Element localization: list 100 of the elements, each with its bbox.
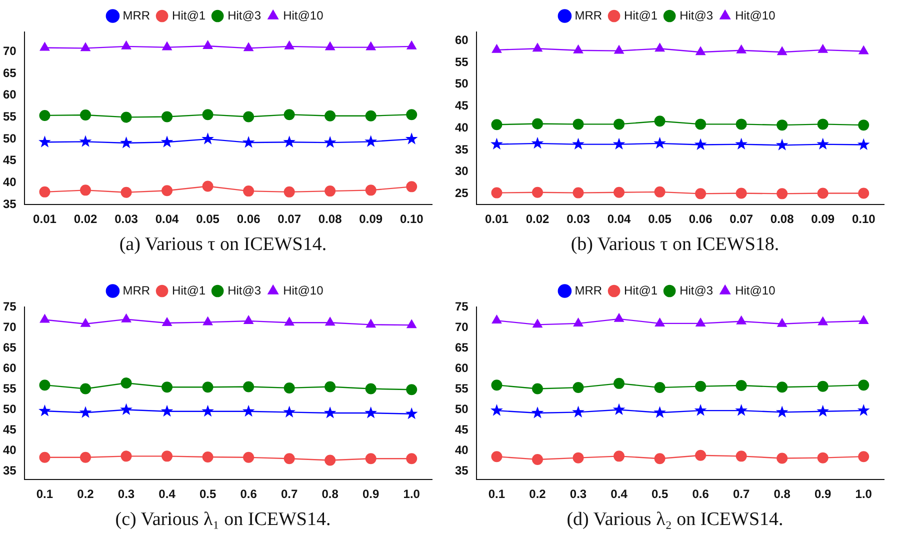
- point: [532, 318, 542, 328]
- point: [612, 402, 626, 414]
- point: [654, 382, 666, 393]
- point: [736, 118, 747, 130]
- point: [817, 118, 828, 130]
- point: [776, 405, 788, 417]
- point: [735, 404, 748, 416]
- x-tick-label: 0.03: [566, 212, 590, 226]
- point: [694, 138, 707, 150]
- x-tick-label: 0.5: [651, 486, 668, 501]
- point: [242, 404, 255, 416]
- x-tick-label: 0.3: [118, 486, 135, 501]
- y-tick-label: 70: [2, 319, 17, 334]
- y-tick-label: 75: [2, 298, 17, 313]
- legend-label: MRR: [574, 8, 602, 22]
- point: [406, 40, 416, 50]
- x-tick-label: 0.8: [322, 486, 339, 501]
- point: [532, 453, 543, 464]
- point: [324, 406, 336, 418]
- point: [817, 380, 828, 392]
- point: [614, 312, 624, 322]
- point: [532, 186, 543, 198]
- point: [202, 132, 214, 144]
- point: [284, 109, 295, 120]
- point: [121, 40, 132, 50]
- y-tick-label: 35: [454, 463, 469, 478]
- point: [696, 46, 706, 56]
- point: [491, 379, 502, 390]
- point: [405, 132, 418, 144]
- y-tick-label: 60: [454, 360, 469, 374]
- y-tick-label: 65: [454, 340, 469, 354]
- point: [120, 136, 132, 148]
- point: [777, 318, 787, 326]
- y-tick-label: 40: [2, 175, 17, 190]
- point: [736, 315, 746, 324]
- point: [202, 381, 214, 392]
- point: [162, 185, 173, 196]
- point: [365, 184, 376, 196]
- point: [736, 188, 747, 199]
- legend-label: Hit@3: [228, 282, 262, 297]
- point: [816, 138, 830, 150]
- y-tick-label: 50: [2, 402, 17, 416]
- point: [491, 187, 502, 198]
- y-tick-label: 55: [454, 381, 469, 396]
- point: [491, 450, 502, 462]
- point: [694, 404, 707, 416]
- point: [858, 120, 870, 131]
- text: (b) Various τ on ICEWS18.: [570, 234, 780, 256]
- point: [366, 318, 376, 328]
- x-tick-label: 0.03: [114, 212, 138, 226]
- point: [573, 44, 584, 54]
- point: [202, 316, 213, 325]
- point: [777, 46, 787, 56]
- point: [695, 188, 706, 200]
- y-tick-label: 25: [454, 186, 469, 200]
- legend-label: Hit@1: [172, 8, 206, 22]
- point: [572, 405, 584, 417]
- point: [736, 450, 747, 462]
- point: [162, 450, 173, 462]
- point: [39, 451, 50, 462]
- point: [324, 186, 336, 197]
- text: (a) Various τ on ICEWS14.: [118, 234, 328, 256]
- point: [573, 317, 584, 326]
- legend-label: Hit@1: [624, 8, 658, 22]
- point: [531, 406, 544, 418]
- point: [654, 406, 666, 418]
- x-tick-label: 0.07: [278, 212, 302, 226]
- x-tick-label: 1.0: [403, 486, 420, 501]
- point: [406, 384, 418, 395]
- point: [162, 111, 173, 122]
- legend-label: Hit@1: [172, 282, 206, 297]
- point: [776, 452, 788, 464]
- y-tick-label: 45: [454, 422, 469, 436]
- point: [366, 42, 376, 50]
- point: [858, 188, 870, 199]
- point: [695, 118, 706, 130]
- point: [406, 181, 418, 192]
- x-tick-label: 0.09: [359, 212, 383, 226]
- point: [243, 451, 254, 462]
- point: [79, 406, 92, 418]
- x-tick-label: 0.06: [688, 212, 713, 226]
- x-tick-label: 0.9: [362, 486, 380, 501]
- y-tick-label: 70: [2, 44, 17, 58]
- point: [532, 118, 543, 130]
- x-tick-label: 0.05: [648, 212, 672, 226]
- point: [695, 380, 706, 392]
- x-tick-label: 0.5: [199, 486, 216, 501]
- point: [80, 382, 91, 394]
- point: [120, 377, 132, 388]
- y-tick-label: 30: [454, 164, 469, 178]
- point: [736, 379, 747, 390]
- legend-label: Hit@3: [680, 8, 714, 22]
- y-tick-label: 50: [454, 402, 469, 416]
- point: [614, 45, 624, 54]
- point: [80, 451, 91, 462]
- point: [243, 186, 254, 197]
- point: [202, 109, 214, 120]
- y-tick-label: 60: [2, 360, 17, 374]
- point: [162, 381, 173, 392]
- x-tick-label: 0.10: [400, 212, 424, 226]
